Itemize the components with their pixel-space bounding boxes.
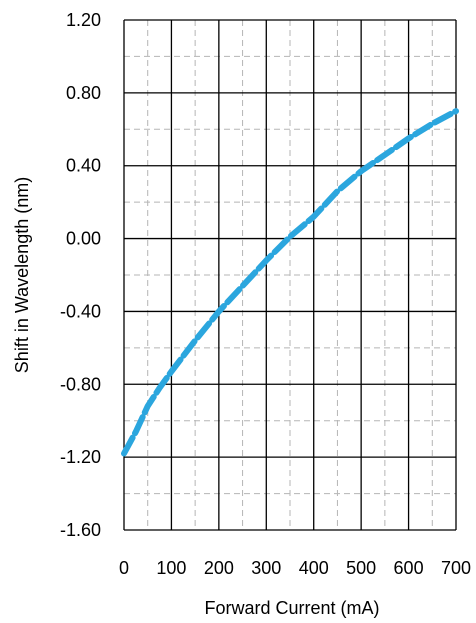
x-tick-label: 300 <box>251 558 281 578</box>
x-tick-label: 600 <box>394 558 424 578</box>
y-tick-label: -0.40 <box>60 301 101 321</box>
y-tick-label: -0.80 <box>60 374 101 394</box>
series-line <box>121 108 459 457</box>
x-tick-label: 200 <box>204 558 234 578</box>
y-tick-label: 0.00 <box>66 229 101 249</box>
series-layer <box>121 108 459 457</box>
y-tick-label: 0.80 <box>66 83 101 103</box>
x-tick-labels: 0 100 200 300 400 500 600 700 <box>119 558 471 578</box>
y-tick-label: 1.20 <box>66 10 101 30</box>
grid-minor <box>124 20 456 530</box>
x-tick-label: 100 <box>156 558 186 578</box>
x-tick-label: 400 <box>299 558 329 578</box>
grid-major <box>123 19 457 531</box>
y-axis-title: Shift in Wavelength (nm) <box>12 177 32 373</box>
y-tick-label: 0.40 <box>66 156 101 176</box>
x-tick-label: 500 <box>346 558 376 578</box>
x-tick-label: 700 <box>441 558 471 578</box>
y-tick-labels: 1.20 0.80 0.40 0.00 -0.40 -0.80 -1.20 -1.60 <box>60 10 101 540</box>
x-axis-title: Forward Current (mA) <box>204 598 379 618</box>
y-tick-label: -1.20 <box>60 447 101 467</box>
y-tick-label: -1.60 <box>60 520 101 540</box>
x-tick-label: 0 <box>119 558 129 578</box>
